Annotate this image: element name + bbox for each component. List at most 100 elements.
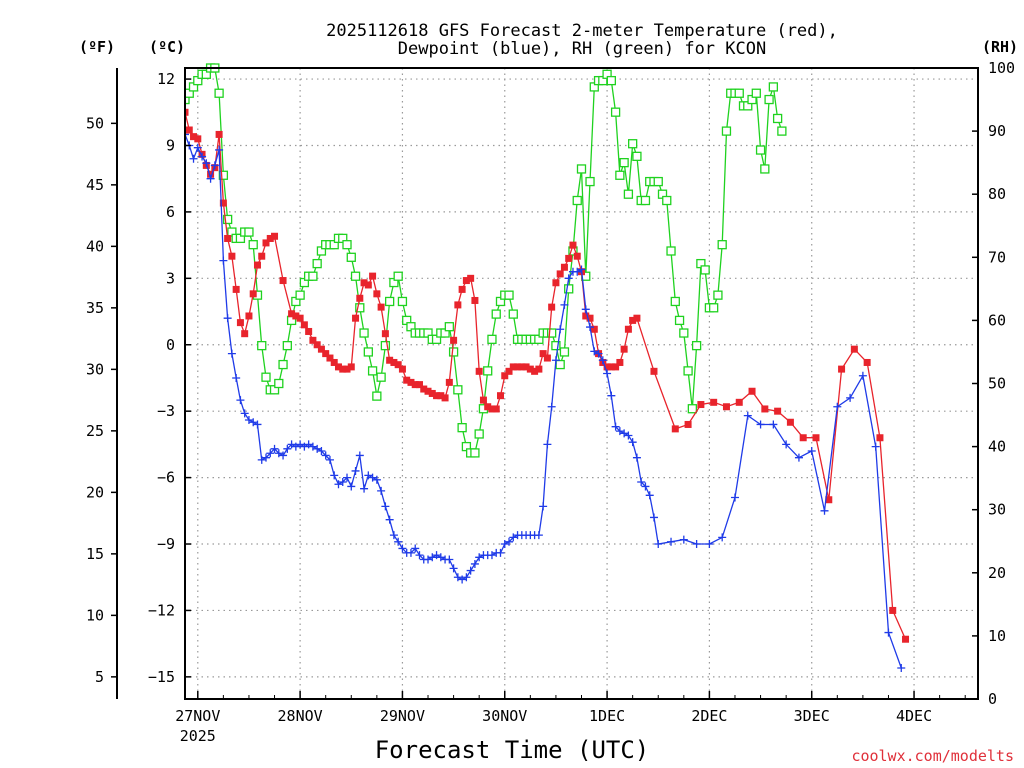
temperature-point [556, 270, 564, 278]
temperature-point [548, 303, 556, 311]
rh-point [448, 347, 459, 357]
dewpoint-point [718, 533, 727, 542]
dewpoint-point [270, 444, 279, 453]
rh-point [547, 328, 557, 338]
temperature-point [850, 345, 858, 353]
temperature-point [462, 277, 470, 285]
rh-point [359, 328, 369, 338]
rh-point [662, 195, 672, 206]
temperature-point [475, 367, 483, 375]
rh-point [721, 126, 732, 136]
x-tick-label: 4DEC [896, 707, 932, 725]
rh-point [363, 347, 373, 357]
dewpoint-point [692, 540, 701, 549]
dewpoint-point [551, 356, 560, 365]
dewpoint-point [177, 126, 185, 134]
temperature-point [236, 319, 244, 327]
temperature-point [484, 403, 492, 411]
dewpoint-point [351, 466, 360, 475]
temperature-point [467, 274, 475, 282]
rh-point [308, 271, 318, 281]
dewpoint-point [466, 566, 475, 575]
rh-point [483, 366, 493, 376]
rh-point [555, 359, 565, 370]
dewpoint-point [624, 431, 633, 440]
dewpoint-point [347, 482, 356, 491]
temperature-point [697, 401, 705, 409]
rh-point [679, 328, 689, 338]
x-axis-title: Forecast Time (UTC) [375, 736, 650, 764]
dewpoint-point [543, 440, 552, 449]
dewpoint-point [667, 537, 676, 546]
dewpoint-point [897, 664, 906, 673]
temperature-point [313, 341, 321, 349]
c-tick-label: −9 [157, 535, 175, 553]
temperature-point [394, 361, 402, 369]
dewpoint-point [394, 537, 403, 546]
dewpoint-point [594, 349, 603, 358]
dewpoint-point [743, 411, 752, 420]
rh-point [342, 240, 352, 250]
temperature-point [207, 170, 215, 178]
temperature-point [684, 420, 692, 428]
dewpoint-point [556, 325, 565, 334]
dewpoint-point [611, 422, 620, 431]
dewpoint-point [509, 533, 518, 542]
rh-point [457, 423, 467, 433]
temperature-point [607, 363, 615, 371]
temperature-point [902, 635, 910, 643]
dewpoint-point [343, 473, 352, 482]
temperature-point [496, 392, 504, 400]
dewpoint-point [406, 548, 415, 557]
temperature-point [386, 356, 394, 364]
dewpoint-point [487, 551, 496, 560]
dewpoint-point [266, 449, 275, 458]
dewpoint-point [219, 256, 228, 265]
celsius-unit-label: (ºC) [149, 38, 185, 56]
rh-point [691, 340, 702, 351]
rh-point [487, 334, 497, 344]
temperature-point [258, 252, 266, 260]
x-tick-label: 27NOV [175, 707, 220, 725]
temperature-point [876, 434, 884, 442]
x-tick-label: 29NOV [380, 707, 425, 725]
dewpoint-point [475, 553, 484, 562]
dewpoint-point [253, 420, 262, 429]
temperature-point [433, 392, 441, 400]
temperature-point [177, 100, 184, 107]
dewpoint-point [598, 356, 607, 365]
dewpoint-point [458, 575, 467, 584]
temperature-point [288, 310, 296, 318]
f-tick-label: 40 [86, 237, 104, 255]
rh-point [397, 296, 408, 307]
dewpoint-point [355, 451, 364, 460]
dewpoint-point [654, 540, 663, 549]
temperature-point [671, 425, 679, 433]
temperature-point [228, 252, 236, 260]
temperature-point [586, 314, 594, 322]
temperature-point [458, 285, 466, 293]
temperature-point [296, 314, 304, 322]
rh-point [700, 265, 710, 275]
rh-point [274, 378, 284, 389]
temperature-point [863, 358, 871, 366]
temperature-point [334, 363, 342, 371]
dewpoint-point [705, 540, 714, 549]
temperature-point [377, 303, 385, 311]
temperature-point [330, 358, 338, 366]
rh-point [666, 246, 676, 256]
rh-point [551, 340, 561, 351]
rh-point [653, 176, 663, 187]
temperature-point [262, 239, 270, 247]
rh-tick-label: 10 [988, 627, 1006, 645]
temperature-point [326, 354, 334, 362]
rh-point [717, 240, 727, 250]
x-tick-label: 3DEC [794, 707, 830, 725]
c-tick-label: −6 [157, 469, 175, 487]
dewpoint-point [871, 442, 880, 451]
rh-point [355, 303, 365, 313]
temperature-point [450, 336, 458, 344]
rh-point [632, 151, 642, 161]
dewpoint-point [210, 161, 219, 170]
dewpoint-point [313, 444, 322, 453]
